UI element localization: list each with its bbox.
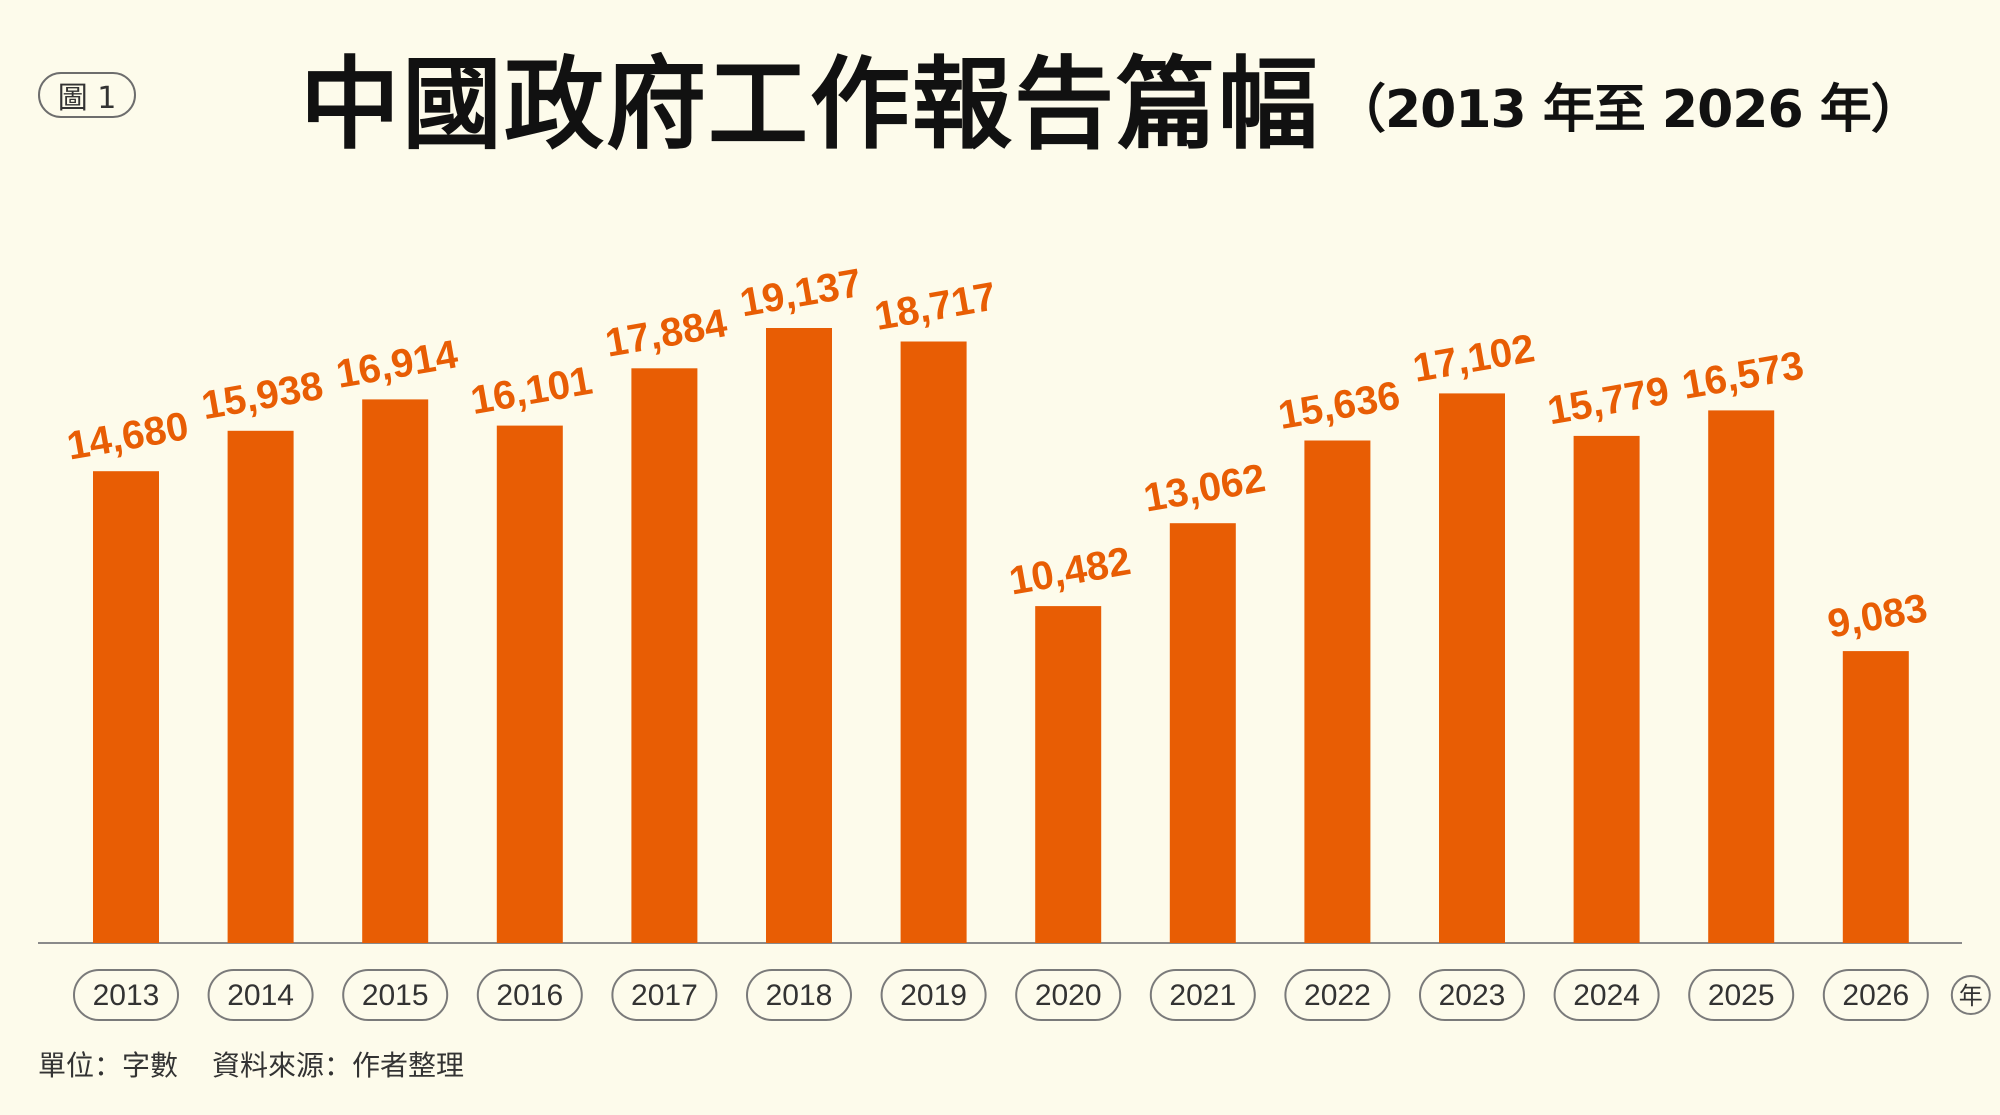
chart-subtitle: （2013 年至 2026 年） xyxy=(1334,79,1923,140)
tick-pill-2024 xyxy=(1553,969,1660,1021)
value-label-2023: 17,102 xyxy=(1410,326,1538,391)
bar-2014 xyxy=(227,430,294,943)
value-label-2020: 10,482 xyxy=(1006,539,1134,604)
tick-pill-2014 xyxy=(207,969,314,1021)
tick-label-2013: 2013 xyxy=(93,979,160,1012)
bar-2025 xyxy=(1708,410,1775,943)
value-label-2018: 19,137 xyxy=(737,261,865,326)
tick-pill-2022 xyxy=(1284,969,1391,1021)
footnote: 單位：字數 資料來源：作者整理 xyxy=(38,1044,464,1084)
source-note: 資料來源：作者整理 xyxy=(212,1049,465,1082)
tick-pill-2015 xyxy=(342,969,449,1021)
tick-pill-2021 xyxy=(1149,969,1256,1021)
value-label-2024: 15,779 xyxy=(1544,369,1672,434)
bar-2026 xyxy=(1842,651,1909,943)
value-label-2013: 14,680 xyxy=(64,404,192,469)
figure-label-badge: 圖 1 xyxy=(38,72,136,118)
value-label-2019: 18,717 xyxy=(871,274,999,339)
tick-label-2015: 2015 xyxy=(362,979,429,1012)
bar-2018 xyxy=(766,328,832,943)
value-label-2022: 15,636 xyxy=(1275,373,1403,438)
tick-pill-2025 xyxy=(1688,969,1795,1021)
tick-pill-2017 xyxy=(611,969,718,1021)
unit-note: 單位：字數 xyxy=(38,1049,179,1082)
tick-label-2016: 2016 xyxy=(496,979,563,1012)
value-label-2014: 15,938 xyxy=(198,364,326,429)
bar-2017 xyxy=(631,368,698,943)
x-axis-label: 年 xyxy=(1959,982,1983,1010)
bar-2021 xyxy=(1169,523,1236,943)
tick-pill-2020 xyxy=(1015,969,1122,1021)
tick-pill-2016 xyxy=(476,969,583,1021)
value-label-2026: 9,083 xyxy=(1824,586,1930,647)
tick-label-2022: 2022 xyxy=(1304,979,1371,1012)
tick-pill-2019 xyxy=(880,969,987,1021)
tick-label-2019: 2019 xyxy=(900,979,967,1012)
bar-2015 xyxy=(362,399,429,943)
tick-label-2017: 2017 xyxy=(631,979,698,1012)
bar-2022 xyxy=(1304,440,1371,943)
bar-2013 xyxy=(93,471,159,943)
tick-pill-2018 xyxy=(746,969,852,1021)
tick-pill-2013 xyxy=(73,969,179,1021)
tick-label-2026: 2026 xyxy=(1842,979,1909,1012)
value-label-2017: 17,884 xyxy=(602,301,731,366)
value-label-2025: 16,573 xyxy=(1679,343,1807,408)
chart-title: 中國政府工作報告篇幅 xyxy=(300,45,1320,163)
x-axis-unit-badge xyxy=(1950,975,1991,1015)
tick-pill-2023 xyxy=(1419,969,1525,1021)
tick-label-2025: 2025 xyxy=(1708,979,1775,1012)
tick-label-2021: 2021 xyxy=(1169,979,1236,1012)
bar-2016 xyxy=(496,425,563,944)
tick-label-2014: 2014 xyxy=(227,979,294,1012)
tick-label-2018: 2018 xyxy=(766,979,833,1012)
tick-pill-2026 xyxy=(1822,969,1929,1021)
bar-2020 xyxy=(1035,606,1102,943)
tick-label-2020: 2020 xyxy=(1035,979,1102,1012)
bar-2019 xyxy=(900,341,967,943)
tick-label-2024: 2024 xyxy=(1573,979,1640,1012)
bar-2023 xyxy=(1439,393,1505,943)
value-label-2016: 16,101 xyxy=(467,359,595,424)
bar-2024 xyxy=(1573,435,1640,943)
value-label-2021: 13,062 xyxy=(1140,456,1268,521)
tick-label-2023: 2023 xyxy=(1439,979,1506,1012)
chart-title-group: 中國政府工作報告篇幅 （2013 年至 2026 年） xyxy=(300,30,1923,163)
value-label-2015: 16,914 xyxy=(333,332,462,397)
